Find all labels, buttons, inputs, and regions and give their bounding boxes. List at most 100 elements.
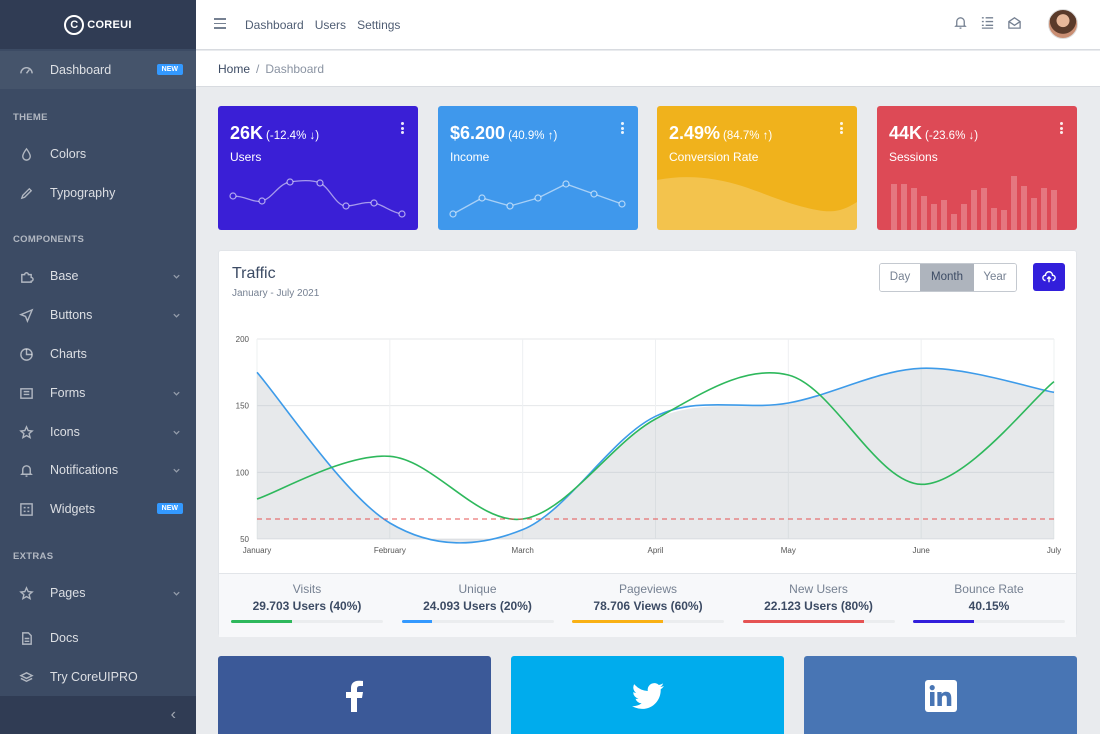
- sparkline-bar: [951, 214, 957, 230]
- stat-visits: Visits 29.703 Users (40%): [231, 582, 383, 623]
- x-tick-label: July: [1047, 546, 1061, 555]
- star-icon: [18, 585, 34, 601]
- upload-button[interactable]: [1033, 263, 1065, 291]
- widget-income: $6.200 (40.9% ↑) Income: [438, 106, 638, 230]
- envelope-open-icon[interactable]: [1007, 15, 1022, 35]
- more-options-icon[interactable]: [840, 122, 843, 136]
- x-tick-label: February: [374, 546, 406, 555]
- chevron-down-icon: [172, 387, 182, 397]
- subheader: Home / Dashboard: [196, 51, 1100, 87]
- avatar[interactable]: [1048, 9, 1078, 39]
- widget-label: Conversion Rate: [669, 150, 759, 164]
- pencil-icon: [18, 185, 34, 201]
- series-area: [257, 368, 1054, 543]
- sidebar-item-notifications[interactable]: Notifications: [0, 451, 196, 489]
- brand[interactable]: C COREUI: [0, 0, 196, 49]
- more-options-icon[interactable]: [1060, 122, 1063, 136]
- header-nav-settings[interactable]: Settings: [357, 18, 401, 32]
- range-day-button[interactable]: Day: [880, 264, 920, 291]
- range-button-group: Day Month Year: [879, 263, 1017, 292]
- bell-icon[interactable]: [953, 15, 968, 35]
- range-year-button[interactable]: Year: [974, 264, 1016, 291]
- stat-value: 22.123 Users (80%): [764, 599, 873, 613]
- chevron-down-icon: [172, 426, 182, 436]
- widget-value: $6.200 (40.9% ↑): [450, 123, 558, 143]
- sidebar-item-icons[interactable]: Icons: [0, 413, 196, 451]
- sidebar-item-colors[interactable]: Colors: [0, 135, 196, 173]
- menu-toggle-icon[interactable]: [214, 18, 226, 32]
- sparkline-point: [618, 200, 626, 208]
- sparkline-bar: [891, 184, 897, 230]
- sidebar-item-label: Pages: [50, 586, 86, 600]
- stat-label: Unique: [458, 582, 497, 596]
- twitter-card[interactable]: [511, 656, 784, 734]
- stat-progress-fill: [742, 620, 865, 623]
- range-month-button[interactable]: Month: [920, 264, 974, 291]
- sparkline-bar: [941, 200, 947, 230]
- facebook-card[interactable]: [218, 656, 491, 734]
- sidebar-item-label: Dashboard: [50, 63, 112, 77]
- sparkline-bar: [981, 188, 987, 230]
- sparkline-bar: [1051, 190, 1057, 230]
- widget-value: 44K (-23.6% ↓): [889, 123, 979, 143]
- widget-conversion-rate: 2.49% (84.7% ↑) Conversion Rate: [657, 106, 857, 230]
- more-options-icon[interactable]: [621, 122, 624, 136]
- sparkline-point: [229, 192, 237, 200]
- sidebar-item-charts[interactable]: Charts: [0, 335, 196, 373]
- widget-sparkline: [229, 178, 406, 218]
- widget-value: 2.49% (84.7% ↑): [669, 123, 773, 143]
- y-tick-label: 200: [236, 335, 250, 344]
- widget-sparkline: [449, 180, 626, 218]
- sparkline-point: [316, 179, 324, 187]
- x-tick-label: May: [781, 546, 796, 555]
- more-options-icon[interactable]: [401, 122, 404, 136]
- linkedin-icon: [924, 680, 957, 712]
- stat-progress-fill: [231, 620, 292, 623]
- chevron-down-icon: [172, 270, 182, 280]
- sidebar-minimizer[interactable]: ‹: [0, 696, 196, 734]
- sparkline-point: [449, 210, 457, 218]
- sparkline-bar: [1021, 186, 1027, 230]
- sidebar-item-base[interactable]: Base: [0, 257, 196, 295]
- sparkline-point: [398, 210, 406, 218]
- puzzle-icon: [18, 268, 34, 284]
- sparkline-bar: [931, 204, 937, 230]
- sidebar-item-label: Forms: [50, 386, 86, 400]
- x-tick-label: March: [512, 546, 534, 555]
- sparkline-bar: [1031, 198, 1037, 230]
- header-nav-users[interactable]: Users: [314, 18, 347, 32]
- sidebar-item-dashboard[interactable]: Dashboard NEW: [0, 51, 196, 89]
- widget-change: (84.7% ↑): [723, 130, 773, 142]
- widget-label: Users: [230, 150, 262, 164]
- widget-label: Sessions: [889, 150, 938, 164]
- sidebar-item-label: Notifications: [50, 463, 119, 477]
- y-tick-label: 50: [240, 535, 249, 544]
- layers-icon: [18, 669, 34, 685]
- list-icon[interactable]: [980, 15, 995, 35]
- sidebar-item-label: Widgets: [50, 502, 96, 516]
- header-icons: [953, 15, 1022, 35]
- sidebar-item-buttons[interactable]: Buttons: [0, 296, 196, 334]
- sidebar-item-try-pro[interactable]: Try CoreUIPRO: [0, 658, 196, 696]
- stat-value: 29.703 Users (40%): [252, 599, 362, 613]
- breadcrumb-home[interactable]: Home: [218, 62, 251, 76]
- header-nav-dashboard[interactable]: Dashboard: [245, 18, 304, 32]
- traffic-chart: 50 100 150 200 January February March April May J…: [236, 335, 1061, 555]
- sidebar-item-pages[interactable]: Pages: [0, 574, 196, 612]
- sparkline-point: [534, 194, 542, 202]
- stat-progress: [572, 620, 724, 623]
- stat-label: Visits: [292, 582, 322, 596]
- stat-progress-fill: [572, 620, 664, 623]
- traffic-card: Traffic January - July 2021 Day Month Ye…: [218, 250, 1077, 637]
- sidebar-item-widgets[interactable]: Widgets NEW: [0, 490, 196, 528]
- stat-bounce-rate: Bounce Rate 40.15%: [913, 582, 1065, 623]
- sparkline-point: [258, 197, 266, 205]
- stat-value: 78.706 Views (60%): [593, 599, 703, 613]
- sidebar-item-docs[interactable]: Docs: [0, 619, 196, 657]
- sidebar-item-typography[interactable]: Typography: [0, 174, 196, 212]
- sidebar-item-forms[interactable]: Forms: [0, 374, 196, 412]
- linkedin-card[interactable]: [804, 656, 1077, 734]
- widget-sessions: 44K (-23.6% ↓) Sessions: [877, 106, 1077, 230]
- sparkline-bar: [991, 208, 997, 230]
- series-line-blue: [256, 367, 1055, 544]
